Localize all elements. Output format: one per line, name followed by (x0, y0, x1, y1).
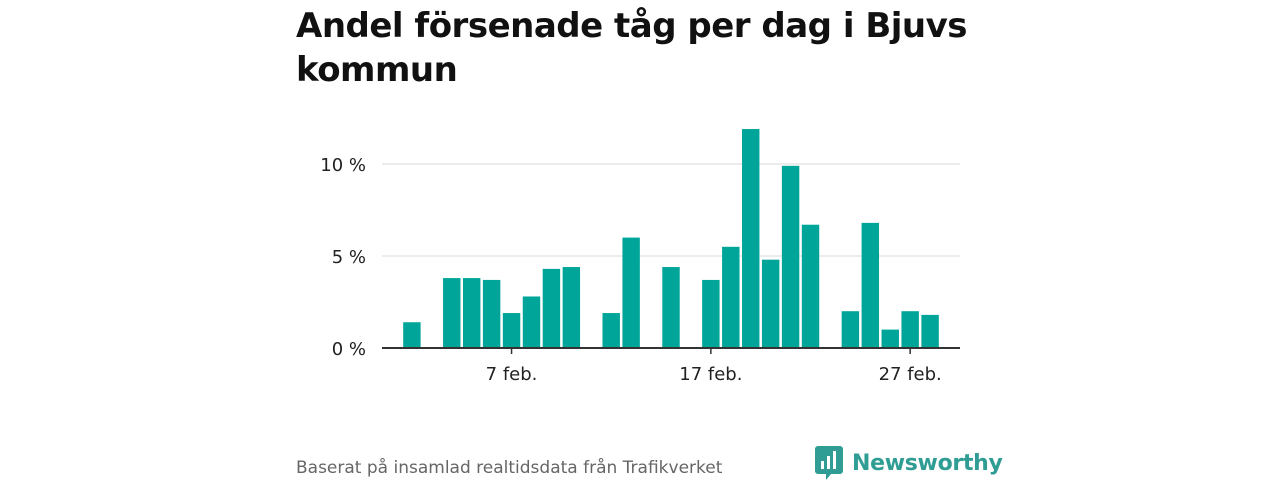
y-axis-ticks: 0 % 5 % 10 % (320, 155, 366, 360)
bar-day-20 (761, 259, 780, 348)
bar-day-25 (861, 222, 880, 348)
bar-day-18 (722, 246, 740, 348)
bar-day-21 (781, 165, 800, 348)
bar-day-9 (542, 268, 561, 348)
bar-day-4 (443, 278, 461, 348)
bar-day-19 (742, 129, 760, 348)
bar-day-12 (602, 313, 620, 348)
bar-day-22 (801, 224, 820, 348)
bar-day-24 (841, 311, 860, 348)
y-tick-label: 10 % (320, 155, 366, 176)
source-note: Baserat på insamlad realtidsdata från Tr… (296, 458, 723, 478)
bar-day-5 (462, 278, 481, 348)
x-tick-label: 7 feb. (486, 364, 538, 385)
x-axis-ticks: 7 feb. 17 feb. 27 feb. (486, 348, 942, 385)
bar-day-15 (662, 267, 680, 348)
y-tick-label: 5 % (332, 247, 366, 268)
bar-day-2 (403, 322, 421, 348)
bar-day-17 (702, 279, 720, 348)
bar-day-10 (562, 267, 581, 348)
chart-title: Andel försenade tåg per dag i Bjuvs komm… (296, 6, 968, 90)
brand-logo: Newsworthy (815, 446, 1003, 480)
newsworthy-logo-icon (815, 446, 843, 480)
x-tick-label: 27 feb. (879, 364, 942, 385)
bar-day-28 (921, 314, 939, 348)
bar-day-26 (881, 329, 899, 348)
bar-day-8 (522, 296, 541, 348)
brand-name: Newsworthy (852, 450, 1003, 476)
bar-day-27 (901, 311, 919, 348)
bars (403, 129, 939, 348)
x-tick-label: 17 feb. (679, 364, 742, 385)
bar-day-6 (482, 279, 501, 348)
bar-day-13 (622, 237, 640, 348)
y-tick-label: 0 % (332, 339, 366, 360)
bar-day-7 (502, 313, 521, 348)
